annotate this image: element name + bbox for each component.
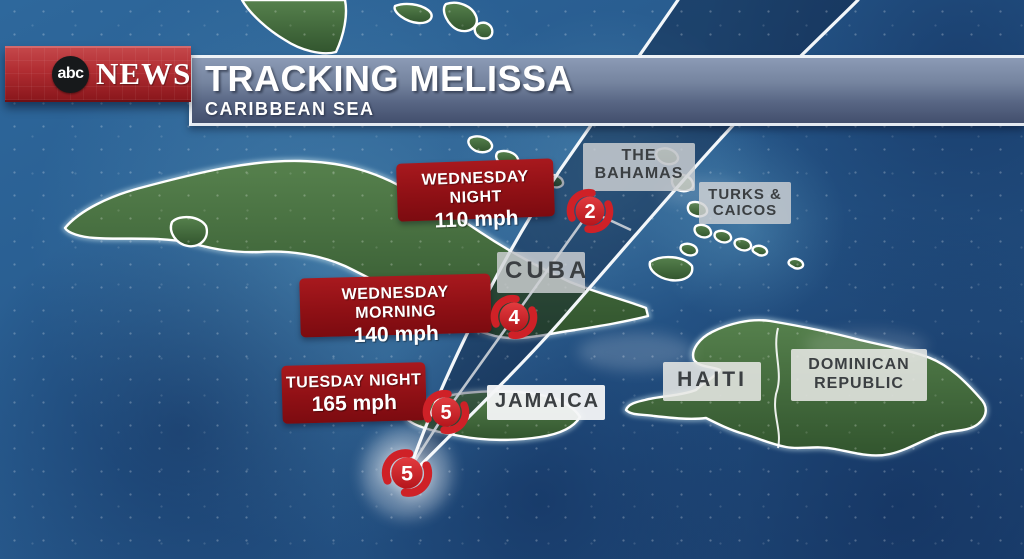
headline-banner: TRACKING MELISSA CARIBBEAN SEA — [189, 55, 1024, 126]
place-label-jamaica: JAMAICA — [487, 385, 605, 420]
abc-news-logo: abc NEWS — [5, 46, 191, 102]
category-number: 5 — [440, 402, 451, 424]
place-label-cuba: CUBA — [497, 252, 586, 293]
callout-wind-speed: 140 mph — [353, 321, 440, 348]
headline-title: TRACKING MELISSA — [205, 58, 573, 99]
forecast-cone — [406, 0, 858, 480]
callout-wind-speed: 165 mph — [311, 390, 398, 417]
place-label-bahamas: THE BAHAMAS — [583, 143, 695, 191]
callout-tuesday-night: TUESDAY NIGHT 165 mph — [281, 362, 427, 424]
callout-time-label: TUESDAY NIGHT — [285, 371, 422, 392]
headline-subtitle: CARIBBEAN SEA — [205, 99, 375, 119]
callout-wednesday-morning: WEDNESDAY MORNING 140 mph — [299, 273, 492, 347]
callout-wednesday-night: WEDNESDAY NIGHT 110 mph — [396, 158, 555, 232]
island-andros — [240, 0, 348, 55]
place-label-turks-caicos: TURKS & CAICOS — [699, 182, 791, 224]
callout-time-label: WEDNESDAY NIGHT — [421, 168, 529, 207]
haiti-dr-border — [774, 327, 780, 449]
place-label-dominican-republic: DOMINICAN REPUBLIC — [791, 349, 927, 401]
hurricane-icon-cat5-current: 5 — [370, 436, 443, 509]
abc-circle-logo: abc — [52, 55, 89, 93]
hurricane-icon-cat4: 4 — [480, 283, 548, 351]
category-number: 4 — [508, 307, 520, 329]
hurricane-icon-cat2: 2 — [556, 177, 624, 245]
hurricane-icon-cat5-tuesday: 5 — [412, 378, 480, 446]
island-cuba — [63, 159, 650, 340]
news-wordmark: NEWS — [96, 56, 192, 91]
category-number: 5 — [401, 461, 413, 486]
place-label-haiti: HAITI — [663, 362, 761, 401]
island-great-inagua — [648, 255, 694, 282]
callout-time-label: WEDNESDAY MORNING — [341, 283, 449, 323]
category-number: 2 — [584, 201, 595, 223]
island-isle-of-youth — [169, 215, 209, 248]
